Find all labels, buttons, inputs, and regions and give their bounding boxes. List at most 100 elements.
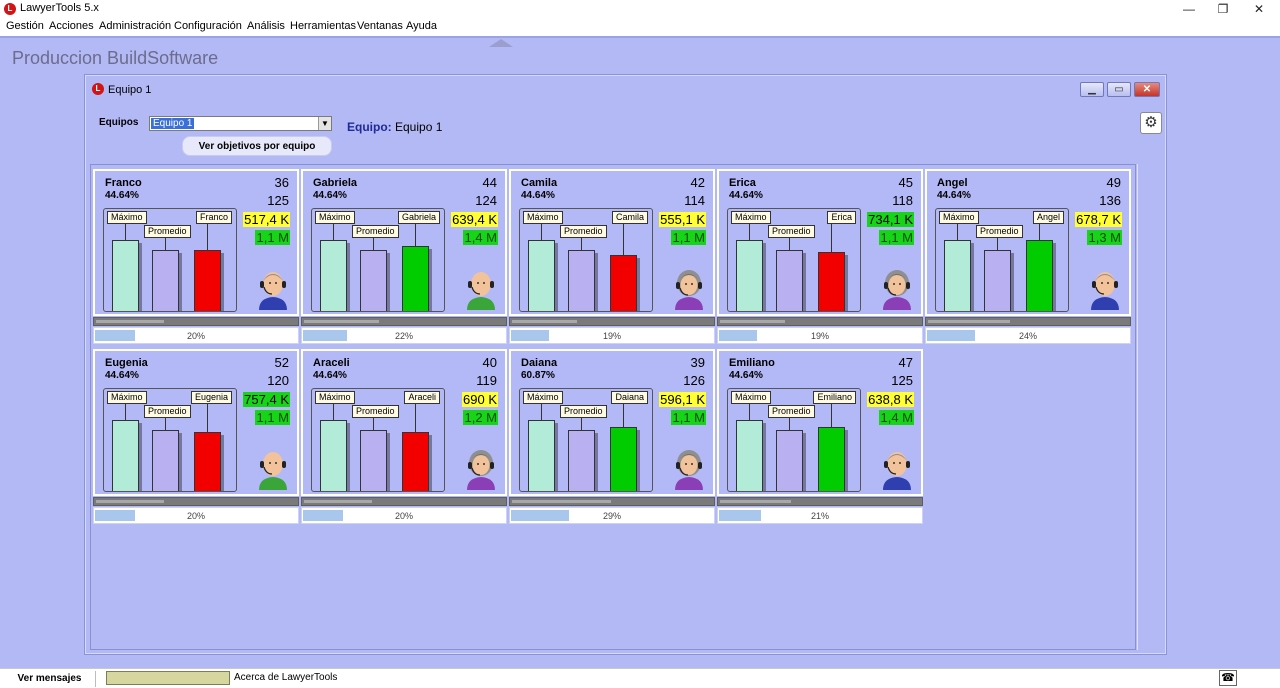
agent-card[interactable]: Camila 44.64% 42 114 555,1 K 1,1 M Máxim… [509,169,715,347]
agents-panel: Franco 44.64% 36 125 517,4 K 1,1 M Máxim… [90,164,1136,650]
label-maximo: Máximo [107,391,147,404]
agent-card[interactable]: Gabriela 44.64% 44 124 639,4 K 1,4 M Máx… [301,169,507,347]
menu-item-6[interactable]: Herramientas [290,20,357,32]
menu-item-7[interactable]: Ventanas [357,20,403,32]
bald-headset-icon [255,446,291,490]
close-button[interactable]: ✕ [1253,2,1265,16]
agent-progress-text: 29% [602,511,621,521]
agent-count-2: 136 [1099,193,1121,208]
agent-count-2: 114 [684,193,705,208]
restore-button[interactable]: ❐ [1217,2,1229,16]
child-maximize-button[interactable]: ▭ [1107,82,1131,97]
label-line [541,403,542,420]
male-headset-icon [255,266,291,310]
bar-agente [1026,240,1056,311]
agent-progress-track [509,317,715,326]
label-maximo: Máximo [315,391,355,404]
bar-promedio [360,430,390,491]
bar-maximo [736,240,766,311]
bald-headset-icon [463,266,499,310]
agent-progress-text: 20% [394,511,413,521]
agent-card[interactable]: Araceli 44.64% 40 119 690 K 1,2 M Máximo… [301,349,507,527]
label-line [581,417,582,430]
female-headset-icon [671,266,707,310]
label-promedio: Promedio [976,225,1023,238]
agent-card[interactable]: Emiliano 44.64% 47 125 638,8 K 1,4 M Máx… [717,349,923,527]
agent-bar-chart: Máximo Promedio Araceli [311,388,445,492]
label-line [789,237,790,250]
agent-bar-chart: Máximo Promedio Erica [727,208,861,312]
menu-item-1[interactable]: Gestión [6,20,44,32]
label-agente: Eugenia [190,391,232,404]
agent-name: Angel [937,177,968,189]
menu-item-4[interactable]: Configuración [174,20,242,32]
agent-name: Daiana [521,357,558,369]
equipos-dropdown[interactable]: Equipo 1 ▼ [149,116,332,131]
agent-target: 1,4 M [879,410,914,425]
menu-item-5[interactable]: Análisis [247,20,285,32]
vertical-scrollbar[interactable] [1137,164,1163,650]
agent-card[interactable]: Daiana 60.87% 39 126 596,1 K 1,1 M Máxim… [509,349,715,527]
agent-bar-chart: Máximo Promedio Angel [935,208,1069,312]
agent-progress-track [509,497,715,506]
label-line [623,403,624,427]
agent-count-2: 125 [267,193,289,208]
ver-mensajes-button[interactable]: Ver mensajes [4,671,96,687]
agent-card[interactable]: Angel 44.64% 49 136 678,7 K 1,3 M Máximo… [925,169,1131,347]
bar-maximo [736,420,766,491]
phone-icon[interactable]: ☎ [1219,670,1237,686]
chevron-down-icon[interactable]: ▼ [318,117,331,130]
equipo-info: Equipo: Equipo 1 [347,120,442,134]
bar-agente [402,246,432,311]
agent-name: Emiliano [729,357,775,369]
agent-card-body: Angel 44.64% 49 136 678,7 K 1,3 M Máximo… [925,169,1131,316]
gear-icon[interactable]: ⚙ [1140,112,1162,134]
label-agente: Daiana [611,391,648,404]
bar-maximo [944,240,974,311]
agent-card[interactable]: Franco 44.64% 36 125 517,4 K 1,1 M Máxim… [93,169,299,347]
menu-item-3[interactable]: Administración [99,20,172,32]
agent-target: 1,1 M [255,410,290,425]
child-minimize-button[interactable]: ▁ [1080,82,1104,97]
label-agente: Franco [195,211,232,224]
agent-card[interactable]: Erica 44.64% 45 118 734,1 K 1,1 M Máximo… [717,169,923,347]
agent-card[interactable]: Eugenia 44.64% 52 120 757,4 K 1,1 M Máxi… [93,349,299,527]
bar-promedio [776,430,806,491]
equipos-label: Equipos [99,117,139,128]
agent-count-1: 36 [274,175,289,190]
bar-agente [402,432,432,491]
agent-amount: 690 K [462,392,498,407]
child-close-button[interactable]: ✕ [1134,82,1160,97]
equipo-value: Equipo 1 [395,120,443,134]
collapse-grip-icon[interactable] [483,39,519,49]
agent-card-body: Daiana 60.87% 39 126 596,1 K 1,1 M Máxim… [509,349,715,496]
agent-progress-track [93,497,299,506]
minimize-button[interactable]: — [1183,2,1195,16]
agent-progress-text: 20% [186,511,205,521]
window-title: LawyerTools 5.x [20,2,99,14]
team-window-titlebar[interactable]: L Equipo 1 ▁ ▭ ✕ [86,76,1165,100]
label-maximo: Máximo [107,211,147,224]
bar-agente [194,250,224,311]
agent-name: Eugenia [105,357,148,369]
agent-target: 1,1 M [671,230,706,245]
label-line [125,223,126,240]
bar-promedio [984,250,1014,311]
agent-amount: 596,1 K [659,392,706,407]
team-window: L Equipo 1 ▁ ▭ ✕ Equipos Equipo 1 ▼ Equi… [84,74,1167,655]
label-agente: Emiliano [813,391,856,404]
menu-item-8[interactable]: Ayuda [406,20,437,32]
about-link[interactable]: Acerca de LawyerTools [234,672,338,683]
agent-count-1: 40 [482,355,497,370]
ver-objetivos-button[interactable]: Ver objetivos por equipo [182,136,332,156]
menu-item-2[interactable]: Acciones [49,20,94,32]
agent-progress-track [925,317,1131,326]
workspace-title: Produccion BuildSoftware [12,48,219,68]
label-maximo: Máximo [315,211,355,224]
label-line [125,403,126,420]
agent-bar-chart: Máximo Promedio Franco [103,208,237,312]
agent-name: Gabriela [313,177,358,189]
agent-count-1: 39 [690,355,705,370]
bar-promedio [568,430,598,491]
label-maximo: Máximo [523,391,563,404]
